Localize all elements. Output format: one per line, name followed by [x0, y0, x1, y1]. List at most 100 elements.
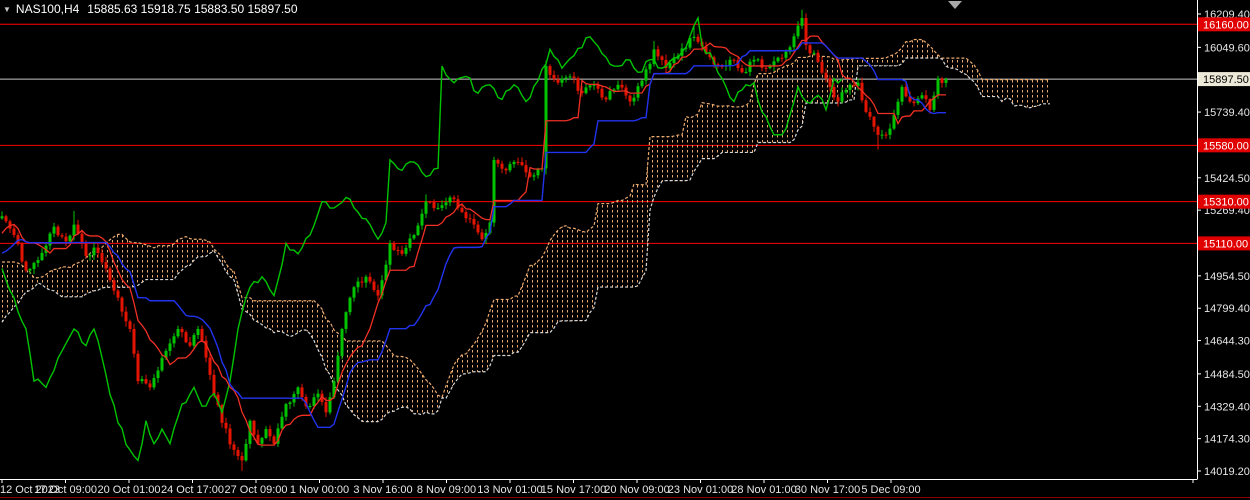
candle-body [388, 243, 392, 265]
candle-body [156, 370, 160, 379]
price-tick-label: 14799.40 [1204, 303, 1250, 315]
candle-body [404, 247, 408, 254]
candle-body [288, 402, 292, 405]
candle-body [200, 328, 204, 341]
candle-body [752, 59, 756, 62]
chart-title: ▼ NAS100,H4 15885.63 15918.75 15883.50 158… [3, 2, 298, 16]
candle-body [788, 47, 792, 52]
price-tick-label: 15739.40 [1204, 107, 1250, 119]
candle-body [232, 444, 236, 450]
time-tick-label: 24 Oct 17:00 [161, 484, 224, 496]
candle-body [444, 202, 448, 206]
candle-body [660, 56, 664, 60]
candle-body [804, 18, 808, 46]
candle-body [504, 168, 508, 171]
candle-body [368, 276, 372, 282]
candle-body [464, 212, 468, 219]
current-price-badge-label: 15897.50 [1203, 74, 1249, 86]
time-tick-label: 20 Oct 01:00 [98, 484, 161, 496]
time-tick-label: 5 Dec 09:00 [861, 484, 920, 496]
candle-body [312, 397, 316, 406]
candle-body [528, 172, 532, 177]
candle-body [448, 197, 452, 203]
price-level-badge-label: 15310.00 [1203, 197, 1249, 209]
candle-body [588, 85, 592, 88]
candle-body [360, 281, 364, 283]
candle-body [844, 89, 848, 93]
candle-body [136, 353, 140, 382]
price-tick-label: 14644.30 [1204, 336, 1250, 348]
candle-body [428, 201, 432, 203]
candle-body [556, 79, 560, 83]
candle-body [352, 287, 356, 298]
chart-shift-marker-icon[interactable] [948, 1, 962, 9]
candle-body [180, 328, 184, 333]
time-tick-label: 28 Nov 01:00 [731, 484, 796, 496]
candle-body [512, 161, 516, 165]
candle-body [204, 340, 208, 358]
candle-body [572, 76, 576, 79]
candle-body [616, 84, 620, 90]
candle-body [732, 59, 736, 61]
candle-body [632, 97, 636, 102]
candle-body [280, 416, 284, 429]
price-tick-label: 14484.50 [1204, 369, 1250, 381]
candle-body [56, 226, 60, 236]
candle-body [780, 57, 784, 59]
candle-body [96, 247, 100, 254]
candle-body [668, 63, 672, 69]
price-level-badge-label: 15580.00 [1203, 140, 1249, 152]
ichimoku-cloud [1, 38, 1050, 423]
candle-body [596, 84, 600, 89]
candle-body [816, 52, 820, 62]
candle-body [884, 134, 888, 136]
candle-body [880, 134, 884, 136]
candle-body [820, 61, 824, 73]
candle-body [496, 159, 500, 164]
candle-body [604, 97, 608, 100]
candle-body [696, 36, 700, 42]
candle-body [16, 235, 20, 244]
candle-body [460, 207, 464, 213]
chart-dropdown-icon[interactable]: ▼ [3, 5, 11, 15]
candle-body [800, 18, 804, 26]
candle-body [300, 387, 304, 397]
candle-body [100, 253, 104, 263]
candle-body [372, 281, 376, 290]
candle-body [436, 207, 440, 209]
candle-body [148, 383, 152, 388]
candle-body [548, 66, 552, 75]
candle-body [688, 37, 692, 48]
candle-body [912, 101, 916, 104]
candle-body [764, 67, 768, 69]
time-tick-label: 3 Nov 16:00 [353, 484, 412, 496]
candle-body [132, 328, 136, 354]
candle-body [760, 59, 764, 68]
candle-body [768, 66, 772, 69]
candle-body [336, 355, 340, 382]
candle-body [396, 249, 400, 251]
candle-body [24, 261, 28, 271]
candle-body [628, 95, 632, 102]
candle-body [524, 165, 528, 173]
candle-body [188, 342, 192, 346]
candle-body [608, 91, 612, 100]
candle-body [140, 379, 144, 382]
candle-body [868, 111, 872, 117]
candle-body [240, 456, 244, 461]
candle-body [48, 233, 52, 246]
candle-body [424, 201, 428, 214]
candle-body [84, 243, 88, 256]
candle-body [536, 168, 540, 176]
candle-body [104, 262, 108, 269]
candle-body [316, 393, 320, 398]
candle-body [476, 224, 480, 233]
price-level-badge [1198, 138, 1250, 153]
candle-body [160, 358, 164, 371]
candle-body [256, 434, 260, 444]
candle-body [112, 280, 116, 291]
candle-body [400, 250, 404, 254]
candle-body [876, 126, 880, 135]
price-tick-label: 15424.50 [1204, 173, 1250, 185]
